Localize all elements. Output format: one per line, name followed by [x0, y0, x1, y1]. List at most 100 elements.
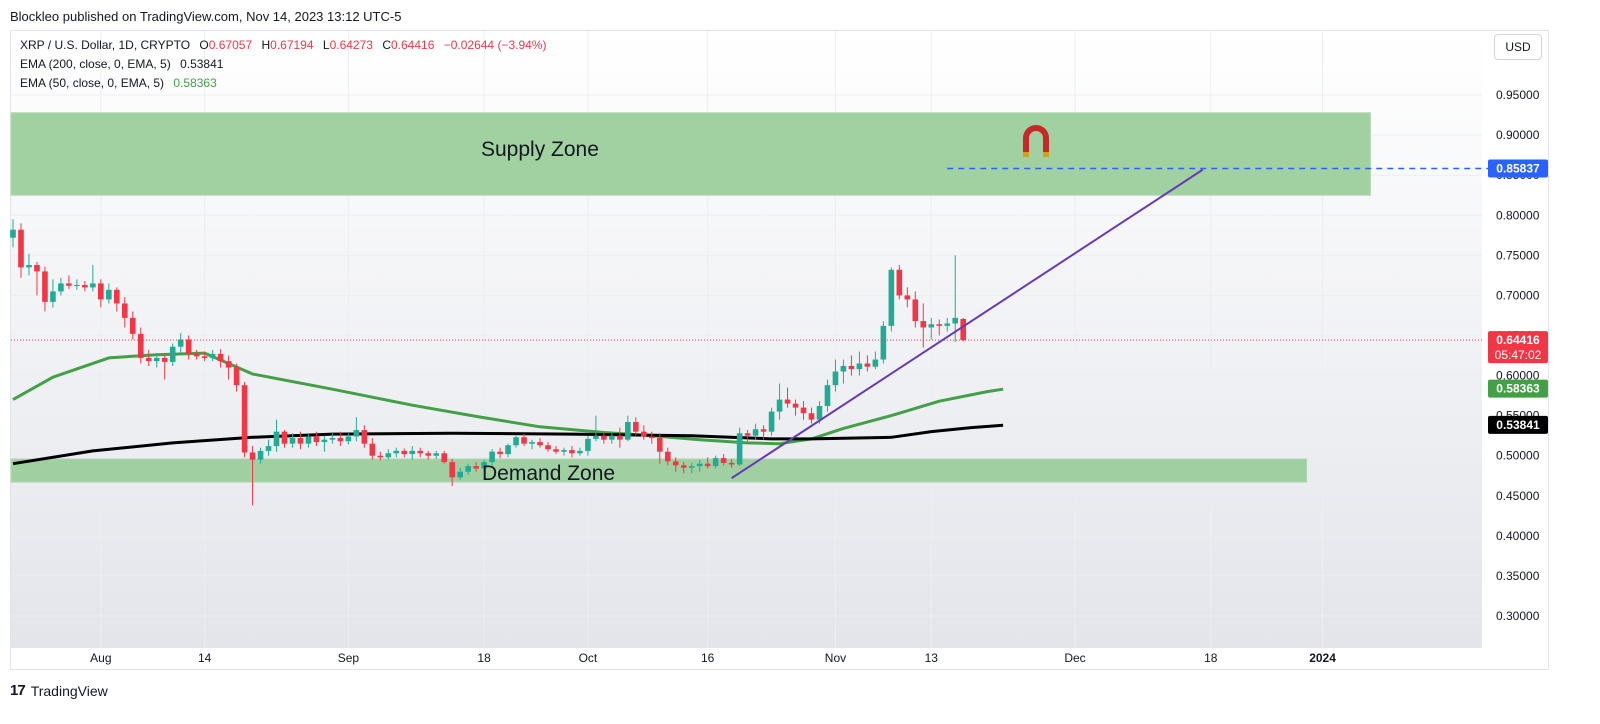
candle-body: [90, 283, 96, 288]
x-tick-label: 16: [701, 651, 715, 665]
candle-body: [449, 462, 455, 478]
candle-body: [728, 462, 735, 465]
candle-body: [98, 283, 104, 300]
candle-body: [529, 442, 535, 444]
candle-body: [129, 317, 136, 334]
legend-ema50: EMA (50, close, 0, EMA, 5): [20, 76, 165, 90]
candle-body: [688, 466, 695, 468]
price-label-box: [1488, 331, 1548, 364]
candle-body: [680, 465, 687, 468]
candle-body: [385, 453, 392, 458]
tradingview-brand: TradingView: [30, 682, 108, 699]
candle-body: [289, 438, 296, 444]
candle-body: [233, 367, 240, 386]
supply-zone-label: Supply Zone: [481, 138, 599, 161]
axes: 0.950000.900000.850000.800000.750000.700…: [90, 88, 1548, 665]
demand-zone: [10, 458, 1308, 483]
candle-body: [185, 339, 192, 354]
zones: [10, 112, 1371, 483]
candle-body: [864, 363, 871, 367]
candle-body: [273, 431, 280, 447]
candle-body: [744, 433, 751, 436]
candle-body: [393, 450, 400, 454]
candle-body: [712, 458, 719, 467]
x-tick-label: 18: [477, 651, 491, 665]
candle-body: [792, 403, 799, 408]
countdown-label-text: 05:47:02: [1495, 348, 1542, 362]
candle-body: [193, 353, 200, 357]
candle-body: [201, 356, 208, 358]
candle-body: [609, 435, 615, 440]
candle-body: [537, 442, 543, 446]
candle-body: [281, 431, 288, 444]
x-tick-label: 18: [1204, 651, 1218, 665]
currency-button[interactable]: USD: [1494, 34, 1542, 60]
x-tick-label: Dec: [1064, 651, 1085, 665]
footer-brand[interactable]: 17 TradingView: [10, 682, 108, 699]
magnet-icon: [1023, 125, 1049, 157]
candle-body: [920, 321, 927, 328]
candle-body: [960, 318, 967, 341]
candle-body: [329, 438, 336, 440]
price-label-text: 0.58363: [1496, 382, 1540, 396]
candle-body: [553, 449, 559, 452]
candle-body: [808, 413, 815, 420]
legend-close: 0.64416: [390, 38, 435, 52]
y-tick-label: 0.35000: [1496, 569, 1540, 583]
chart-frame[interactable]: [10, 30, 1549, 670]
candle-body: [465, 466, 471, 472]
candle-body: [137, 333, 144, 358]
price-label-text: 0.53841: [1496, 418, 1540, 432]
candle-body: [824, 385, 831, 407]
publisher-header: Blockleo published on TradingView.com, N…: [10, 9, 402, 24]
candle-body: [768, 411, 775, 432]
legend-open: 0.67057: [208, 38, 253, 52]
candle-body: [760, 429, 767, 432]
candle-body: [401, 450, 408, 455]
price-label-box: [1488, 159, 1548, 178]
candle-body: [800, 407, 807, 414]
legend-high: 0.67194: [270, 38, 314, 52]
candle-body: [625, 422, 631, 440]
candle-body: [513, 437, 519, 446]
candle-body: [664, 451, 671, 462]
candle-body: [497, 451, 503, 455]
x-tick-label: 2024: [1309, 651, 1336, 665]
y-tick-label: 0.40000: [1496, 529, 1540, 543]
y-tick-label: 0.30000: [1496, 609, 1540, 623]
price-label-text: 0.64416: [1496, 333, 1540, 347]
candle-body: [257, 450, 264, 460]
legend-ema50-row[interactable]: EMA (50, close, 0, EMA, 5) 0.58363: [20, 76, 217, 90]
candle-body: [121, 303, 128, 318]
candle-body: [313, 436, 320, 443]
y-tick-label: 0.80000: [1496, 208, 1540, 222]
legend-ema200-row[interactable]: EMA (200, close, 0, EMA, 5) 0.53841: [20, 57, 223, 71]
candle-body: [776, 399, 783, 412]
supply-zone: [10, 112, 1371, 196]
candle-body: [840, 365, 847, 372]
price-label-box: [1488, 415, 1548, 434]
candle-body: [856, 363, 863, 370]
candle-body: [114, 289, 120, 304]
candle-body: [42, 271, 48, 302]
legend-ema200-value: 0.53841: [180, 57, 224, 71]
x-tick-label: 13: [925, 651, 939, 665]
candle-body: [353, 430, 360, 437]
candle-body: [736, 433, 743, 465]
candle-body: [896, 269, 903, 296]
candle-body: [944, 323, 951, 326]
legend-low-label: L: [322, 38, 330, 52]
drawings: [11, 167, 1542, 479]
legend-ema200: EMA (200, close, 0, EMA, 5): [20, 57, 171, 71]
legend-symbol-row: XRP / U.S. Dollar, 1D, CRYPTO O0.67057 H…: [20, 38, 546, 52]
candles: [10, 219, 967, 506]
legend-open-label: O: [199, 38, 209, 52]
candle-body: [752, 429, 759, 436]
candle-body: [704, 463, 711, 467]
candle-body: [641, 431, 647, 437]
candle-body: [106, 289, 112, 300]
trendline: [731, 168, 1204, 479]
x-tick-label: Oct: [579, 651, 598, 665]
candle-body: [545, 445, 551, 450]
